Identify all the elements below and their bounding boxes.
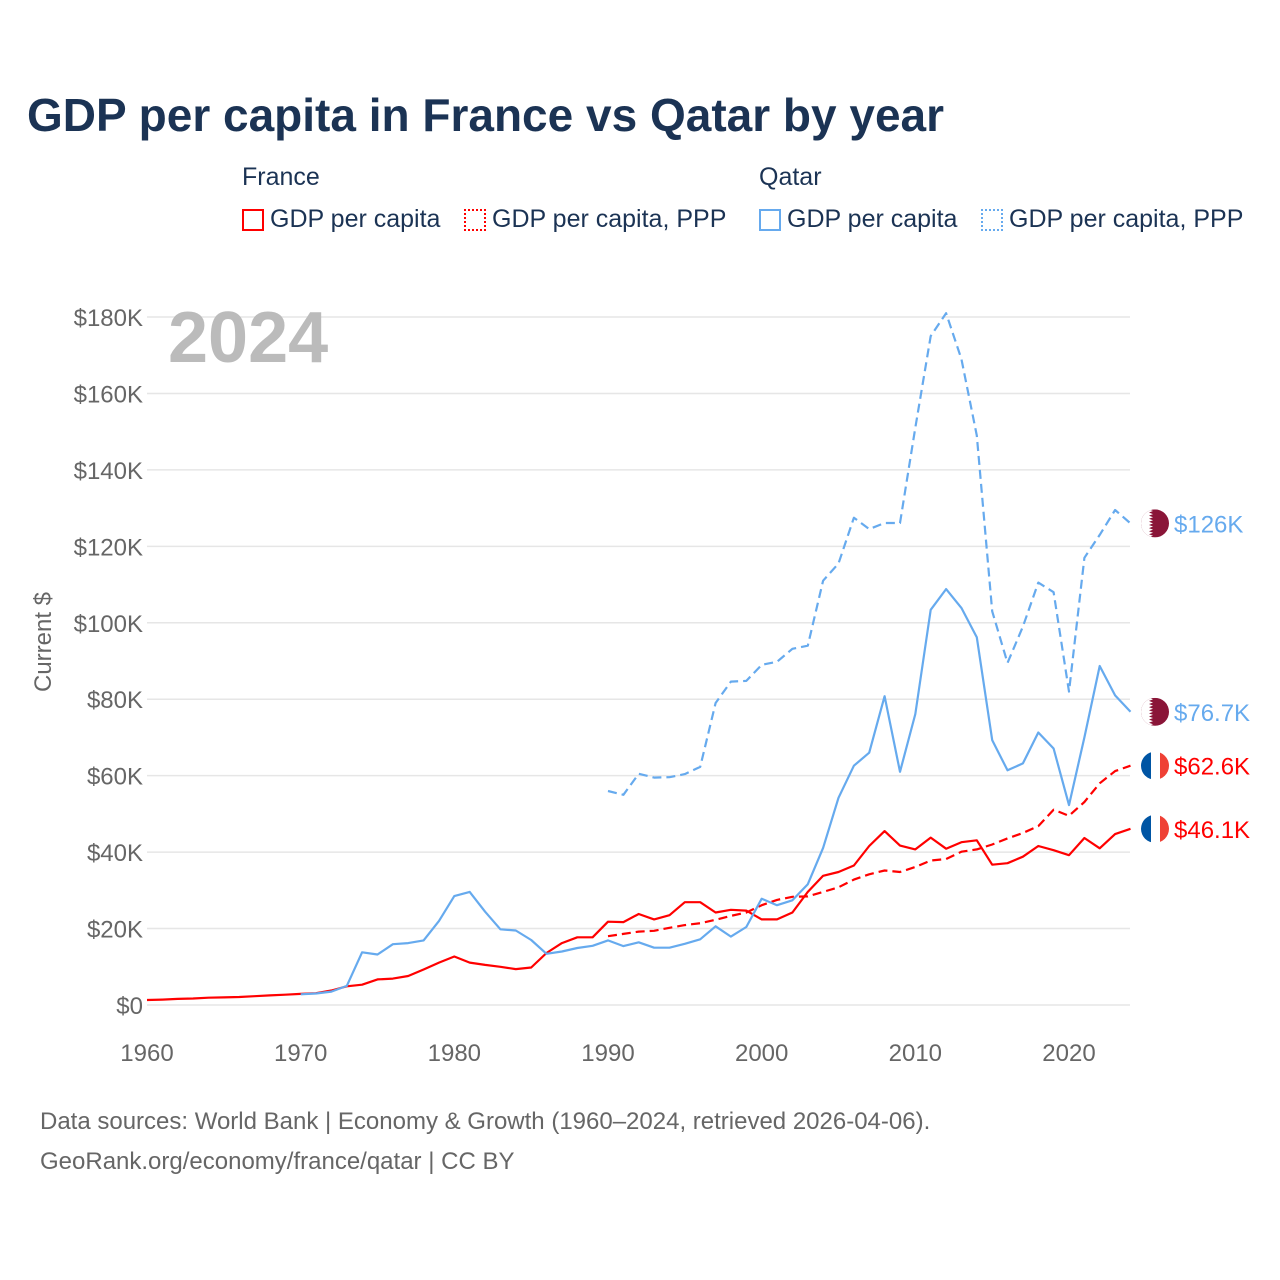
chart-title: GDP per capita in France vs Qatar by yea… (27, 89, 945, 141)
legend-label: GDP per capita, PPP (1009, 205, 1244, 233)
flag-white-serration (1141, 697, 1153, 726)
x-tick-label: 1990 (581, 1040, 634, 1067)
legend-france-ppp[interactable]: GDP per capita, PPP (464, 205, 726, 234)
y-axis-label: Current $ (30, 592, 57, 692)
end-value-label: $76.7K (1174, 700, 1250, 727)
qatar-flag-icon (1141, 509, 1169, 538)
legend-qatar-gdp[interactable]: GDP per capita (759, 205, 957, 234)
france-flag-icon (1141, 814, 1169, 843)
x-tick-label: 2020 (1042, 1040, 1095, 1067)
end-value-label: $62.6K (1174, 754, 1250, 781)
flag-red (1160, 751, 1169, 780)
x-tick-label: 2000 (735, 1040, 788, 1067)
series-line-3 (607, 312, 1132, 796)
x-tick-label: 1970 (274, 1040, 327, 1067)
y-tick-label: $40K (87, 840, 143, 867)
flag-white-serration (1141, 509, 1153, 538)
footer-sources: Data sources: World Bank | Economy & Gro… (40, 1108, 931, 1135)
legend-swatch-solid-red (242, 208, 264, 231)
legend-group-qatar: Qatar (759, 163, 822, 191)
y-tick-label: $160K (74, 381, 143, 408)
legend-label: GDP per capita, PPP (492, 205, 727, 233)
y-tick-label: $120K (74, 534, 143, 561)
legend-label: GDP per capita (787, 205, 958, 233)
flag-white (1151, 814, 1160, 843)
legend-swatch-dotted-red (464, 208, 486, 231)
y-tick-label: $60K (87, 764, 143, 791)
footer-link[interactable]: GeoRank.org/economy/france/qatar | CC BY (40, 1148, 515, 1175)
series-line-2 (300, 587, 1132, 996)
y-tick-label: $20K (87, 917, 143, 944)
france-flag-icon (1141, 751, 1169, 780)
legend-label: GDP per capita (270, 205, 441, 233)
y-tick-label: $180K (74, 305, 143, 332)
legend-swatch-solid-blue (759, 208, 781, 231)
flag-clip (1141, 697, 1169, 726)
flag-blue (1141, 751, 1151, 780)
legend-qatar-ppp[interactable]: GDP per capita, PPP (981, 205, 1243, 234)
y-tick-label: $0 (116, 993, 143, 1020)
x-tick-label: 1960 (120, 1040, 173, 1067)
y-tick-label: $80K (87, 687, 143, 714)
legend-group-france: France (242, 163, 320, 191)
flag-clip (1141, 509, 1169, 538)
flag-clip (1141, 814, 1169, 843)
x-tick-label: 2010 (889, 1040, 942, 1067)
flag-clip (1141, 751, 1169, 780)
y-tick-label: $140K (74, 458, 143, 485)
flag-white (1151, 751, 1160, 780)
y-tick-label: $100K (74, 611, 143, 638)
legend-france-gdp[interactable]: GDP per capita (242, 205, 440, 234)
flag-blue (1141, 814, 1151, 843)
year-watermark: 2024 (168, 298, 328, 378)
end-value-label: $126K (1174, 511, 1243, 538)
legend-swatch-dotted-blue (981, 208, 1003, 231)
qatar-flag-icon (1141, 697, 1169, 726)
series-line-1 (607, 764, 1131, 938)
end-value-label: $46.1K (1174, 817, 1250, 844)
series-line-0 (146, 827, 1131, 1002)
x-tick-label: 1980 (428, 1040, 481, 1067)
flag-red (1160, 814, 1169, 843)
